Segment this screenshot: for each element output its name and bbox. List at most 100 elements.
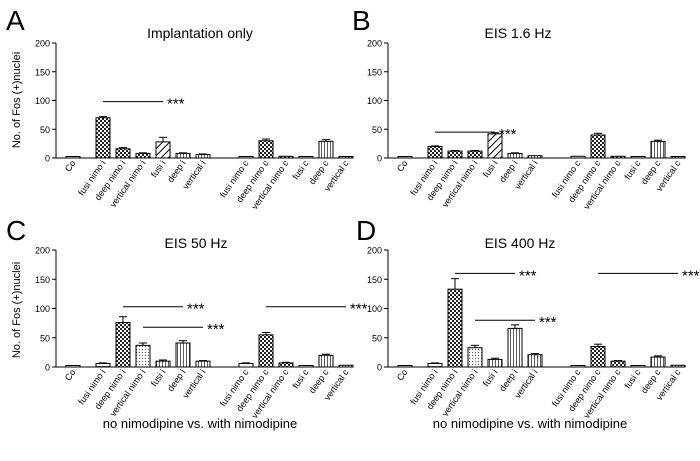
bar bbox=[195, 154, 211, 159]
y-tick-label: 150 bbox=[35, 67, 50, 77]
significance-label: *** bbox=[207, 321, 225, 338]
bar bbox=[570, 155, 586, 159]
x-tick-label: fusi i bbox=[481, 158, 500, 179]
panel-c: C EIS 50 Hz No. of Fos (+)nuclei 0 50 100 1… bbox=[6, 215, 368, 431]
y-tick-label: 50 bbox=[40, 333, 50, 343]
bar bbox=[258, 140, 274, 159]
y-tick-label: 0 bbox=[377, 154, 382, 164]
panel-a-title: Implantation only bbox=[147, 25, 253, 41]
panel-c-xlabel: no nimodipine vs. with nimodipine bbox=[103, 416, 297, 431]
x-tick-label: fusi i bbox=[481, 367, 500, 388]
bar bbox=[467, 150, 483, 159]
bar bbox=[507, 327, 523, 368]
bar bbox=[670, 156, 686, 159]
bar bbox=[590, 134, 606, 159]
bar bbox=[155, 360, 171, 368]
y-tick-label: 100 bbox=[35, 304, 50, 314]
bar bbox=[670, 364, 686, 368]
x-tick-label: fusi i bbox=[149, 158, 168, 179]
bar bbox=[238, 362, 254, 368]
y-tick-label: 100 bbox=[367, 96, 382, 106]
bar bbox=[298, 156, 314, 159]
bar bbox=[278, 362, 294, 368]
bar bbox=[278, 155, 294, 159]
panel-d-xlabel: no nimodipine vs. with nimodipine bbox=[433, 416, 627, 431]
bar bbox=[447, 150, 463, 159]
bar bbox=[427, 146, 443, 159]
panel-c-letter: C bbox=[6, 215, 26, 246]
y-tick-label: 200 bbox=[35, 39, 50, 49]
y-tick-label: 200 bbox=[35, 246, 50, 256]
bar bbox=[95, 117, 111, 159]
y-tick-label: 0 bbox=[377, 363, 382, 373]
bar bbox=[338, 156, 354, 159]
x-tick-label: Co bbox=[395, 367, 410, 382]
bar bbox=[487, 358, 503, 368]
y-tick-label: 50 bbox=[40, 125, 50, 135]
x-tick-label: Co bbox=[395, 158, 410, 173]
panel-a-ylabel: No. of Fos (+)nuclei bbox=[11, 52, 23, 148]
bar bbox=[610, 155, 626, 159]
panel-b-letter: B bbox=[352, 5, 371, 36]
bar bbox=[318, 140, 334, 159]
y-tick-label: 0 bbox=[45, 154, 50, 164]
y-tick-label: 100 bbox=[35, 96, 50, 106]
panel-a-letter: A bbox=[6, 5, 25, 36]
bar bbox=[135, 152, 151, 159]
significance-label: *** bbox=[539, 314, 557, 331]
bar bbox=[447, 288, 463, 368]
bar bbox=[65, 156, 81, 159]
significance-label: *** bbox=[682, 267, 700, 284]
bar bbox=[507, 152, 523, 159]
significance-label: *** bbox=[167, 96, 185, 113]
panel-c-title: EIS 50 Hz bbox=[164, 235, 227, 251]
y-tick-label: 50 bbox=[372, 333, 382, 343]
bar bbox=[135, 344, 151, 368]
significance-label: *** bbox=[350, 301, 368, 318]
bar bbox=[610, 360, 626, 368]
y-tick-label: 200 bbox=[367, 39, 382, 49]
x-tick-label: Co bbox=[63, 158, 78, 173]
bar bbox=[397, 156, 413, 159]
bar bbox=[238, 156, 254, 159]
bar bbox=[590, 346, 606, 368]
panel-b-title: EIS 1.6 Hz bbox=[485, 25, 552, 41]
bar bbox=[650, 356, 666, 368]
bar bbox=[175, 342, 191, 368]
bar bbox=[650, 140, 666, 159]
bar bbox=[115, 322, 131, 368]
y-tick-label: 50 bbox=[372, 125, 382, 135]
bar bbox=[298, 365, 314, 368]
bar bbox=[175, 152, 191, 159]
bar bbox=[630, 156, 646, 159]
panel-d-title: EIS 400 Hz bbox=[485, 235, 556, 251]
bar bbox=[95, 362, 111, 368]
bar bbox=[397, 365, 413, 368]
y-tick-label: 200 bbox=[367, 246, 382, 256]
significance-label: *** bbox=[499, 126, 517, 143]
significance-label: *** bbox=[187, 301, 205, 318]
x-tick-label: fusi i bbox=[149, 367, 168, 388]
y-tick-label: 150 bbox=[367, 67, 382, 77]
bar bbox=[570, 365, 586, 368]
y-tick-label: 100 bbox=[367, 304, 382, 314]
panel-c-ylabel: No. of Fos (+)nuclei bbox=[11, 262, 23, 358]
bar bbox=[65, 365, 81, 368]
bar bbox=[115, 148, 131, 159]
y-tick-label: 0 bbox=[45, 363, 50, 373]
bar bbox=[467, 347, 483, 368]
bar bbox=[427, 362, 443, 368]
bar bbox=[338, 364, 354, 368]
panel-a: A Implantation only No. of Fos (+)nuclei… bbox=[6, 5, 354, 211]
x-tick-label: Co bbox=[63, 367, 78, 382]
bar bbox=[527, 354, 543, 368]
bar bbox=[195, 360, 211, 368]
bar bbox=[527, 155, 543, 159]
bar bbox=[318, 354, 334, 368]
